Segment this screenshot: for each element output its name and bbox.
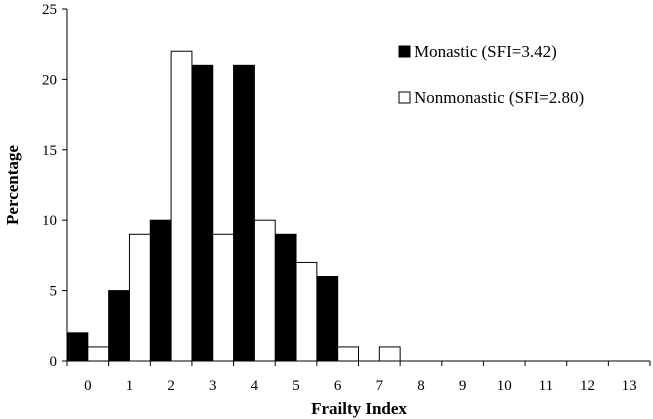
legend: Monastic (SFI=3.42) Nonmonastic (SFI=2.8…	[398, 42, 584, 107]
x-tick-label: 7	[376, 378, 384, 394]
bar-nonmonastic-3	[212, 233, 235, 362]
y-tick-label: 5	[50, 284, 58, 300]
x-tick-label: 0	[84, 378, 92, 394]
bar-monastic-1	[108, 290, 130, 362]
x-tick-label: 3	[209, 378, 217, 394]
x-axis-title: Frailty Index	[311, 399, 407, 418]
x-tick-label: 6	[334, 378, 342, 394]
x-tick-label: 9	[459, 378, 467, 394]
x-tick-label: 12	[580, 378, 595, 394]
legend-label-monastic: Monastic (SFI=3.42)	[414, 42, 557, 61]
x-ticks: 0 1 2 3 4 5 6 7 8 9 10 11 12 13	[66, 361, 651, 394]
x-tick-label: 10	[497, 378, 512, 394]
y-tick-label: 25	[42, 2, 57, 18]
bar-monastic-4	[233, 64, 255, 362]
x-tick-label: 4	[251, 378, 259, 394]
bar-monastic-2	[149, 219, 172, 362]
x-tick-label: 8	[417, 378, 425, 394]
legend-swatch-nonmonastic	[398, 91, 411, 104]
y-tick-label: 15	[42, 143, 57, 159]
x-tick-label: 2	[167, 378, 175, 394]
bar-nonmonastic-5	[295, 261, 318, 362]
y-ticks: 0 5 10 15 20 25	[42, 2, 67, 370]
y-tick-label: 0	[50, 354, 58, 370]
bar-nonmonastic-2	[170, 50, 193, 362]
bar-monastic-0	[66, 332, 89, 362]
y-tick-label: 10	[42, 213, 57, 229]
bar-nonmonastic-1	[128, 233, 151, 362]
bar-nonmonastic-7	[378, 346, 401, 362]
bar-monastic-6	[316, 276, 339, 362]
legend-label-nonmonastic: Nonmonastic (SFI=2.80)	[414, 88, 584, 107]
bars-group	[66, 50, 401, 362]
bar-monastic-3	[191, 64, 214, 362]
x-tick-label: 1	[126, 378, 134, 394]
y-axis-title: Percentage	[3, 145, 22, 225]
x-tick-label: 11	[539, 378, 553, 394]
x-tick-label: 13	[622, 378, 637, 394]
bar-nonmonastic-0	[87, 346, 110, 362]
bar-nonmonastic-4	[253, 219, 276, 362]
bar-monastic-5	[274, 233, 297, 362]
legend-swatch-monastic	[398, 45, 411, 58]
bar-nonmonastic-6	[337, 346, 359, 362]
x-tick-label: 5	[292, 378, 300, 394]
y-tick-label: 20	[42, 72, 57, 88]
